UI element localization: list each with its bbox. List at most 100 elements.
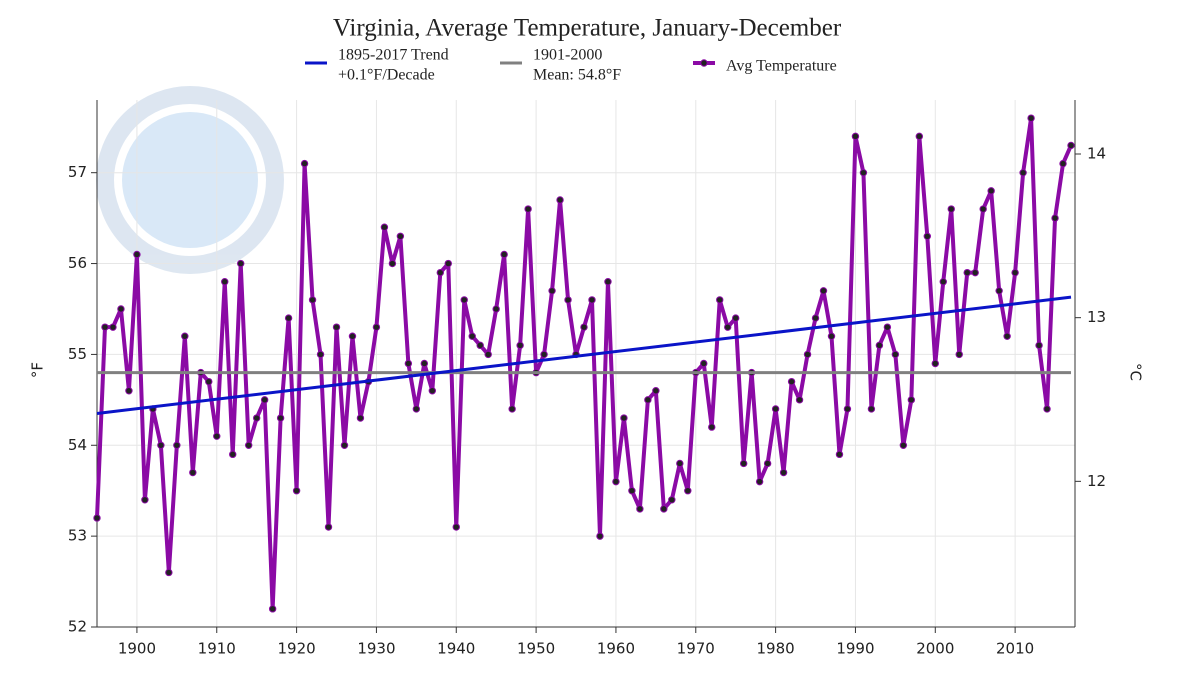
data-point — [963, 268, 971, 277]
y2-tick-label: 12 — [1087, 472, 1106, 490]
x-tick-label: 1960 — [597, 640, 635, 658]
data-point — [995, 287, 1003, 295]
data-point — [404, 359, 413, 368]
data-point — [173, 441, 181, 449]
data-point — [268, 605, 277, 613]
data-point — [524, 205, 532, 213]
data-point — [883, 323, 892, 331]
x-tick-label: 2010 — [996, 640, 1034, 658]
y-tick-label: 53 — [68, 527, 87, 545]
x-tick-label: 1900 — [118, 640, 156, 658]
data-point — [604, 278, 612, 286]
data-point — [316, 350, 325, 359]
data-point — [1011, 268, 1019, 277]
data-point — [276, 414, 285, 422]
data-point — [332, 323, 341, 331]
legend-label: 1895-2017 Trend — [338, 47, 449, 64]
data-point — [755, 477, 764, 486]
data-point — [851, 132, 860, 141]
data-point — [157, 441, 165, 449]
data-point — [1043, 405, 1051, 413]
data-point — [468, 332, 476, 340]
logo-ring — [96, 86, 284, 274]
data-point — [867, 405, 876, 413]
y-tick-label: 57 — [68, 163, 87, 181]
x-tick-label: 1980 — [757, 640, 795, 658]
data-point — [117, 305, 125, 313]
data-point — [891, 350, 900, 359]
x-tick-label: 1940 — [437, 640, 475, 658]
data-point — [700, 359, 708, 368]
data-point — [947, 205, 955, 213]
data-point — [907, 396, 916, 404]
data-point — [500, 250, 508, 259]
data-point — [939, 278, 947, 286]
x-tick-label: 1990 — [836, 640, 874, 658]
x-tick-label: 1970 — [677, 640, 715, 658]
data-point — [971, 268, 979, 277]
y2-tick-label: 14 — [1087, 145, 1106, 163]
data-point — [460, 296, 468, 304]
data-point — [1051, 214, 1059, 222]
data-point — [708, 423, 716, 431]
data-point — [125, 387, 133, 395]
data-point — [676, 459, 684, 468]
data-point — [213, 432, 221, 440]
data-point — [899, 441, 908, 449]
data-point — [771, 405, 780, 413]
data-point — [987, 187, 995, 195]
data-point — [540, 350, 548, 359]
data-point — [580, 323, 588, 331]
data-point — [955, 350, 963, 359]
data-point — [221, 278, 229, 286]
chart-title: Virginia, Average Temperature, January-D… — [333, 15, 842, 42]
y-axis-label: °F — [29, 362, 47, 378]
data-point — [1003, 332, 1011, 340]
data-point — [628, 487, 636, 495]
data-point — [660, 505, 668, 513]
data-point — [819, 287, 828, 295]
data-point — [787, 377, 796, 386]
data-point — [436, 268, 444, 277]
data-point — [652, 387, 660, 395]
y2-tick-label: 13 — [1087, 308, 1106, 326]
data-point — [931, 359, 939, 368]
watermark-logo — [96, 86, 284, 274]
data-point — [189, 468, 197, 477]
data-point — [165, 568, 173, 577]
y-tick-label: 52 — [68, 618, 87, 636]
data-point — [292, 487, 301, 495]
logo-disc — [122, 112, 258, 248]
y-tick-label: 55 — [68, 345, 87, 363]
data-point — [915, 132, 924, 141]
series-line — [96, 295, 1072, 415]
data-point — [556, 196, 564, 204]
data-point — [244, 441, 253, 449]
data-point — [372, 323, 381, 331]
data-point — [300, 159, 309, 168]
data-point — [428, 387, 437, 395]
data-point — [356, 414, 365, 422]
legend-description: Mean: 54.8°F — [533, 67, 621, 84]
data-point — [308, 296, 317, 304]
data-point — [380, 223, 389, 231]
data-point — [109, 323, 117, 331]
data-point — [420, 359, 429, 368]
data-point — [101, 323, 109, 331]
data-point — [548, 287, 556, 295]
data-point — [763, 459, 772, 468]
data-point — [444, 259, 452, 268]
data-point — [724, 323, 732, 331]
data-point — [492, 305, 500, 313]
data-point — [636, 505, 644, 513]
data-point — [803, 350, 812, 359]
legend-label: 1901-2000 — [533, 47, 602, 64]
data-point — [716, 296, 724, 304]
x-tick-label: 1910 — [198, 640, 236, 658]
data-point — [484, 350, 492, 359]
data-point — [859, 168, 868, 177]
data-point — [476, 341, 484, 350]
data-point — [731, 314, 740, 322]
data-point — [1019, 168, 1027, 177]
